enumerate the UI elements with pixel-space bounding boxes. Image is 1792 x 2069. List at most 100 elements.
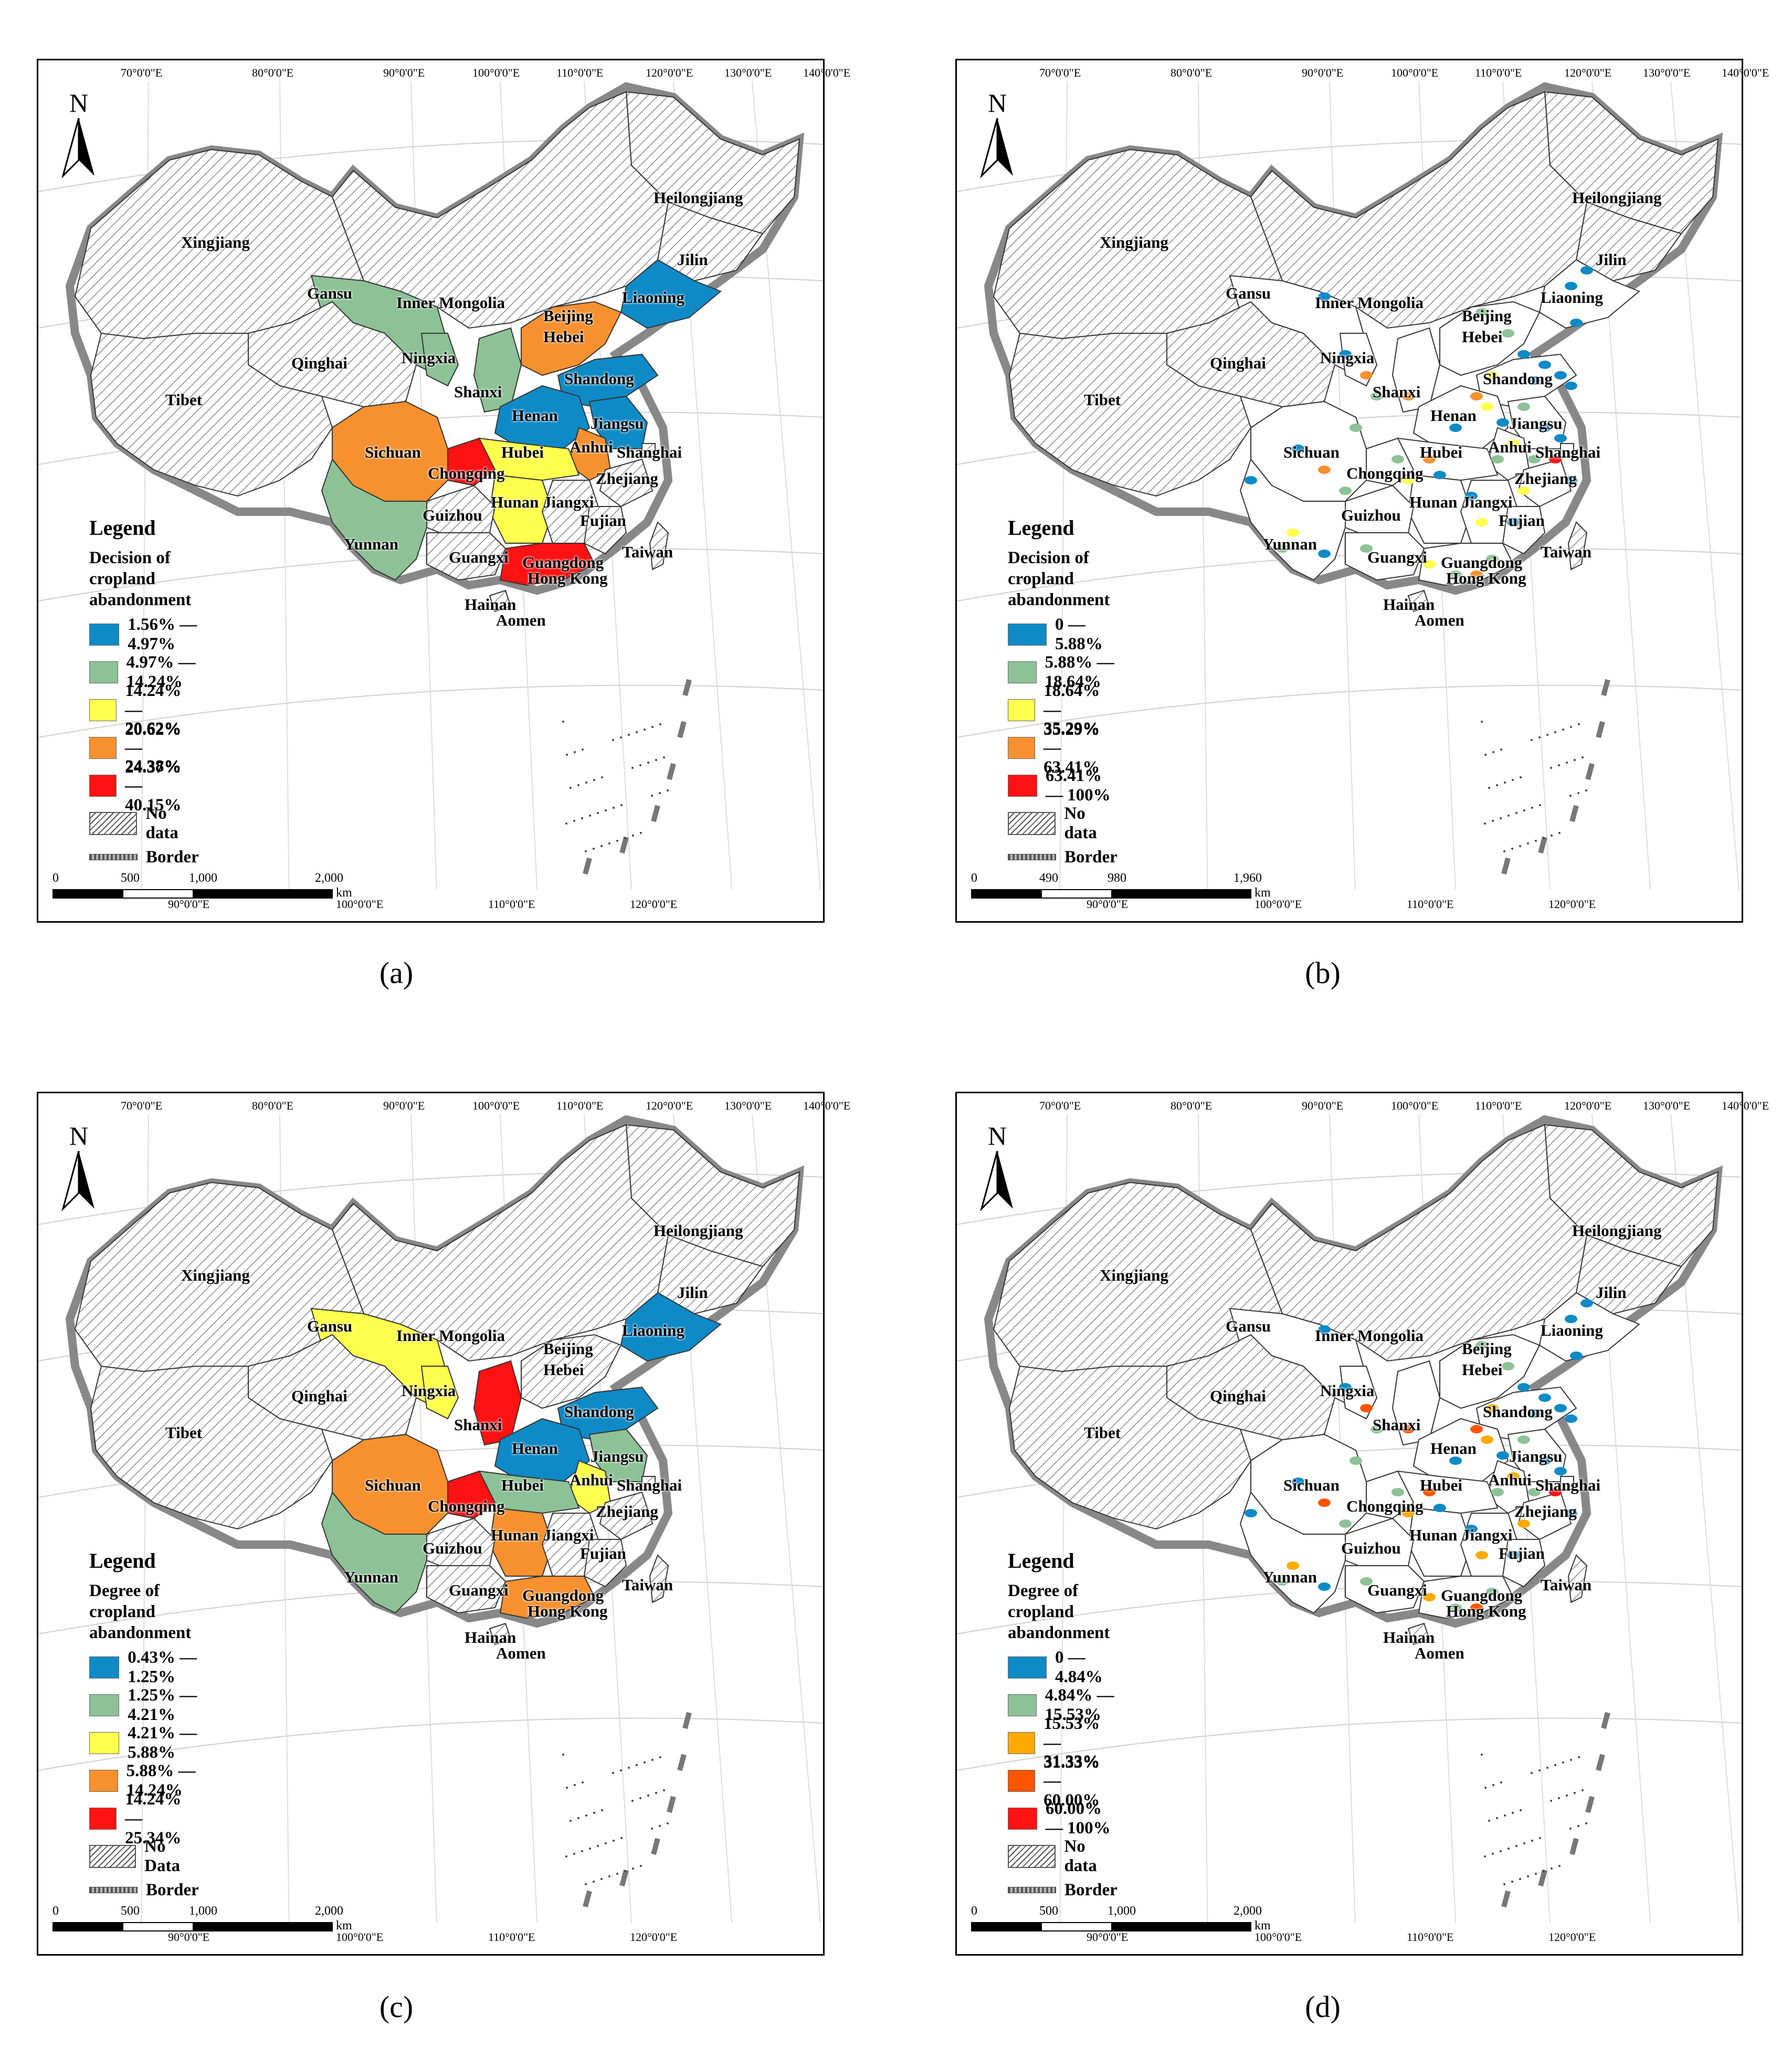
county-patch xyxy=(1433,1504,1446,1512)
island-dot xyxy=(1538,1769,1541,1771)
nine-dash-line xyxy=(1569,1838,1579,1855)
label-guangdong: Guangdong xyxy=(522,553,604,572)
island-dot xyxy=(1551,1867,1553,1870)
county-patch xyxy=(1507,1551,1520,1559)
graticule-label-top: 120°0'0"E xyxy=(646,1099,693,1112)
legend-label: 20.62% — 24.37% xyxy=(125,719,182,777)
island-dot xyxy=(1500,748,1502,751)
label-guangdong: Guangdong xyxy=(522,1586,604,1604)
legend-label: 5.88% — 14.24% xyxy=(126,1761,196,1800)
island-dot xyxy=(644,1761,646,1764)
graticule-label-bottom: 100°0'0"E xyxy=(336,898,384,911)
label-jiangsu: Jiangsu xyxy=(591,1447,644,1465)
legend-subtitle-line1: Degree of xyxy=(1008,1581,1079,1600)
legend-label: 18.64% — 35.29% xyxy=(1043,681,1100,739)
island-dot xyxy=(1558,832,1561,834)
legend-swatch xyxy=(1008,1694,1037,1716)
island-dot xyxy=(616,840,618,842)
graticule-label-bottom: 120°0'0"E xyxy=(630,898,678,911)
island-dot xyxy=(589,815,591,817)
graticule-label-top: 100°0'0"E xyxy=(1391,1099,1439,1112)
county-patch xyxy=(1475,1551,1488,1559)
county-patch xyxy=(1470,392,1483,400)
island-dot xyxy=(1492,751,1494,753)
county-patch xyxy=(1502,1362,1514,1370)
label-aomen: Aomen xyxy=(1415,611,1464,629)
legend-swatch-border xyxy=(89,854,138,860)
island-dot xyxy=(1546,734,1548,736)
legend-label-border: Border xyxy=(146,847,199,867)
north-arrow: N xyxy=(976,1121,1018,1217)
north-letter: N xyxy=(987,1121,1007,1150)
island-dot xyxy=(612,739,614,741)
label-guizhou: Guizhou xyxy=(423,1539,482,1557)
label-ningxia: Ningxia xyxy=(402,349,456,367)
legend-title: Legend xyxy=(89,1549,156,1572)
island-dot xyxy=(1504,1814,1506,1817)
county-patch xyxy=(1245,476,1257,484)
scale-tick-label: 980 xyxy=(1108,871,1126,885)
nine-dash-line xyxy=(667,763,676,780)
label-shanghai: Shanghai xyxy=(1535,1476,1601,1494)
island-dot xyxy=(1492,820,1494,822)
graticule-label-top: 100°0'0"E xyxy=(472,1099,520,1112)
legend-label: 4.21% — 5.88% xyxy=(128,1724,197,1762)
island-dot xyxy=(1520,1809,1522,1811)
island-dot xyxy=(1512,779,1514,781)
island-dot xyxy=(663,756,665,758)
island-dot xyxy=(566,754,568,756)
county-patch xyxy=(1517,487,1530,495)
label-shanghai: Shanghai xyxy=(617,443,682,461)
label-henan: Henan xyxy=(1430,1439,1477,1458)
county-patch xyxy=(1292,1477,1304,1486)
island-dot xyxy=(1538,736,1541,738)
province-shanghai xyxy=(1560,1476,1574,1490)
scale-ticks: 0 500 1,000 2,000 km xyxy=(971,1904,1286,1933)
county-patch xyxy=(1580,266,1593,275)
label-chongqing: Chongqing xyxy=(428,1497,505,1515)
island-dot xyxy=(573,1853,575,1855)
island-dot xyxy=(1535,1873,1537,1875)
legend-swatch xyxy=(1008,1808,1037,1830)
province-tibet xyxy=(1008,332,1252,497)
county-patch xyxy=(1276,544,1289,553)
island-dot xyxy=(1578,1756,1580,1758)
graticule-label-bottom: 100°0'0"E xyxy=(336,1930,384,1944)
label-taiwan: Taiwan xyxy=(1541,543,1592,561)
county-patch xyxy=(1491,455,1504,463)
label-shanghai: Shanghai xyxy=(1535,443,1601,461)
island-dot xyxy=(1554,731,1556,733)
province-hainan xyxy=(1407,589,1430,613)
label-heilongjiang: Heilongjiang xyxy=(1572,188,1662,207)
island-dot xyxy=(1484,754,1487,756)
island-dot xyxy=(640,1865,642,1867)
island-dot xyxy=(1496,1817,1498,1819)
island-dot xyxy=(608,842,610,845)
graticule-label-bottom: 120°0'0"E xyxy=(630,1930,678,1944)
island-dot xyxy=(1527,842,1529,845)
legend-label: 63.41% — 100% xyxy=(1045,766,1111,805)
province-zhejiang xyxy=(599,1491,653,1540)
graticule-label-top: 130°0'0"E xyxy=(1643,66,1691,79)
label-anhui: Anhui xyxy=(570,1471,613,1489)
legend-item: 35.29% — 63.41% xyxy=(1008,719,1121,777)
nine-dash-line xyxy=(651,1838,660,1855)
graticule-label-top: 140°0'0"E xyxy=(1722,1099,1769,1112)
province-hebei xyxy=(521,301,622,376)
island-dot xyxy=(620,804,623,806)
legend-subtitle-line2: cropland abandonment xyxy=(1008,569,1110,609)
label-hebei: Hebei xyxy=(1462,1360,1503,1379)
graticule-label-bottom: 100°0'0"E xyxy=(1255,1930,1302,1944)
island-dot xyxy=(1484,822,1486,825)
legend-item: 63.41% — 100% xyxy=(1008,766,1121,805)
label-liaoning: Liaoning xyxy=(1541,288,1603,307)
label-taiwan: Taiwan xyxy=(622,543,673,561)
province-ningxia xyxy=(420,1366,459,1420)
legend-swatch-nodata xyxy=(89,1845,136,1868)
island-dot xyxy=(601,1809,603,1811)
island-dot xyxy=(1503,850,1505,852)
province-yunnan xyxy=(321,458,427,581)
label-xingjiang: Xingjiang xyxy=(181,1266,250,1284)
legend-item: 4.97% — 14.24% xyxy=(89,653,202,691)
island-dot xyxy=(1558,764,1560,766)
